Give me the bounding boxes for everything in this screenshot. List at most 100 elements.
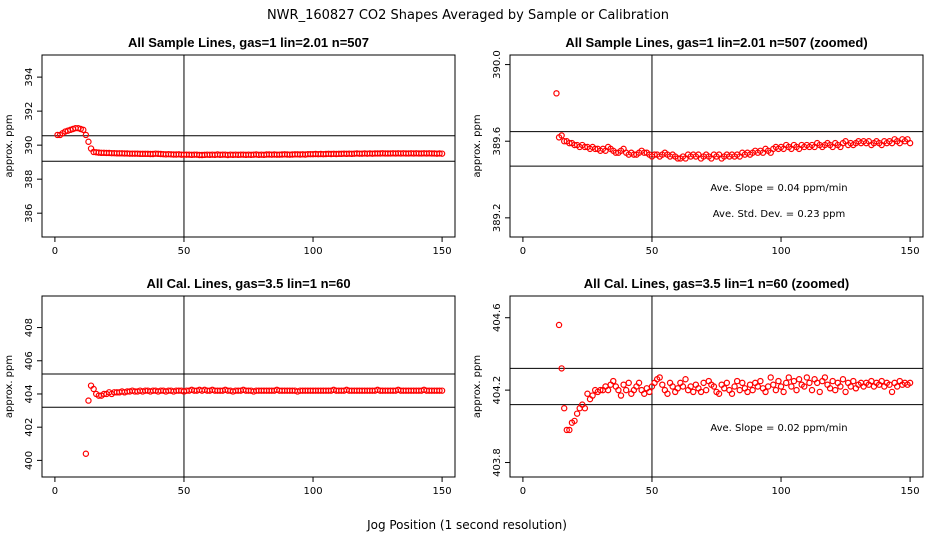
- y-tick-label: 404.6: [492, 303, 503, 332]
- data-point: [777, 383, 785, 390]
- data-point: [561, 405, 568, 412]
- y-axis-label: approx. ppm: [4, 355, 15, 418]
- data-point: [749, 386, 756, 394]
- y-tick-label: 406: [24, 351, 35, 370]
- x-tick-label: 0: [520, 246, 526, 257]
- figure-xlabel: Jog Position (1 second resolution): [366, 518, 567, 532]
- data-point: [656, 374, 663, 381]
- data-point: [739, 379, 746, 387]
- x-tick-label: 50: [646, 486, 659, 497]
- x-tick-label: 50: [178, 486, 191, 497]
- data-point: [850, 377, 857, 385]
- x-tick-label: 150: [901, 486, 920, 497]
- data-points: [82, 382, 446, 457]
- x-tick-label: 0: [52, 486, 58, 497]
- x-tick-label: 100: [771, 246, 790, 257]
- y-tick-label: 392: [24, 102, 35, 121]
- data-point: [906, 139, 914, 147]
- data-point: [770, 381, 777, 388]
- annotation-text: Ave. Std. Dev. = 0.23 ppm: [713, 209, 845, 220]
- data-point: [700, 379, 707, 387]
- data-point: [635, 379, 643, 387]
- data-point: [757, 377, 764, 385]
- data-point: [790, 377, 798, 385]
- data-point: [906, 379, 914, 387]
- panel-3: All Cal. Lines, gas=3.5 lin=1 n=60 approx…: [4, 276, 456, 497]
- x-tick-label: 50: [178, 246, 191, 257]
- data-point: [839, 376, 847, 383]
- data-point: [801, 383, 808, 390]
- data-point: [888, 388, 896, 396]
- y-axis-label: approx. ppm: [472, 114, 483, 177]
- data-point: [803, 374, 811, 381]
- y-axis-label: approx. ppm: [472, 355, 483, 418]
- x-tick-label: 100: [771, 486, 790, 497]
- x-tick-label: 50: [646, 246, 659, 257]
- y-tick-label: 386: [24, 204, 35, 223]
- data-point: [558, 365, 565, 372]
- x-tick-label: 100: [303, 486, 322, 497]
- figure-title: NWR_160827 CO2 Shapes Averaged by Sample…: [267, 8, 669, 23]
- data-point: [780, 388, 787, 396]
- data-point: [816, 388, 823, 396]
- data-point: [553, 90, 560, 97]
- data-point: [573, 410, 581, 417]
- data-point: [438, 150, 446, 157]
- y-tick-label: 394: [24, 68, 35, 87]
- data-point: [85, 138, 92, 145]
- panel-title: All Cal. Lines, gas=3.5 lin=1 n=60 (zoom…: [584, 276, 850, 291]
- data-point: [679, 383, 687, 390]
- panels-layer: All Sample Lines, gas=1 lin=2.01 n=507 ap…: [4, 35, 924, 497]
- data-point: [615, 386, 622, 394]
- panel-2: All Sample Lines, gas=1 lin=2.01 n=507 (…: [472, 35, 924, 257]
- data-point: [563, 426, 570, 434]
- panel-title: All Sample Lines, gas=1 lin=2.01 n=507: [128, 35, 369, 50]
- data-point: [829, 377, 836, 385]
- x-tick-label: 0: [52, 246, 58, 257]
- data-point: [622, 386, 630, 394]
- data-point: [746, 381, 754, 388]
- data-point: [617, 392, 625, 399]
- y-tick-label: 408: [24, 318, 35, 337]
- data-point: [715, 390, 723, 397]
- panel-1: All Sample Lines, gas=1 lin=2.01 n=507 ap…: [4, 35, 456, 257]
- data-point: [785, 374, 792, 381]
- data-point: [733, 377, 741, 385]
- annotation-text: Ave. Slope = 0.04 ppm/min: [710, 183, 847, 194]
- data-point: [782, 379, 790, 387]
- x-tick-label: 150: [433, 246, 452, 257]
- y-tick-label: 389.6: [492, 127, 503, 156]
- data-point: [702, 386, 710, 394]
- plot-frame: [41, 54, 456, 238]
- data-point: [772, 386, 780, 394]
- data-point: [85, 397, 92, 404]
- data-point: [806, 379, 813, 387]
- data-point: [581, 405, 589, 412]
- data-point: [710, 383, 718, 390]
- data-point: [80, 126, 87, 134]
- data-point: [793, 386, 800, 394]
- y-tick-label: 402: [24, 418, 35, 437]
- data-point: [723, 379, 731, 387]
- data-point: [728, 390, 736, 397]
- panel-title: All Sample Lines, gas=1 lin=2.01 n=507 (…: [565, 35, 867, 50]
- data-point: [659, 381, 666, 388]
- y-axis-label: approx. ppm: [4, 114, 15, 177]
- data-points: [54, 124, 446, 159]
- data-point: [767, 374, 774, 381]
- data-point: [842, 388, 849, 396]
- data-point: [558, 132, 565, 139]
- panel-4: All Cal. Lines, gas=3.5 lin=1 n=60 (zoom…: [472, 276, 924, 497]
- data-point: [837, 383, 844, 390]
- data-point: [436, 387, 443, 394]
- data-point: [690, 388, 697, 396]
- x-tick-label: 0: [520, 486, 526, 497]
- plot-frame: [509, 54, 924, 238]
- y-tick-label: 404: [24, 384, 35, 403]
- y-tick-label: 400: [24, 451, 35, 470]
- data-point: [788, 383, 795, 390]
- y-tick-label: 390: [24, 136, 35, 155]
- data-point: [571, 417, 578, 425]
- data-point: [584, 390, 591, 397]
- data-point: [731, 383, 738, 390]
